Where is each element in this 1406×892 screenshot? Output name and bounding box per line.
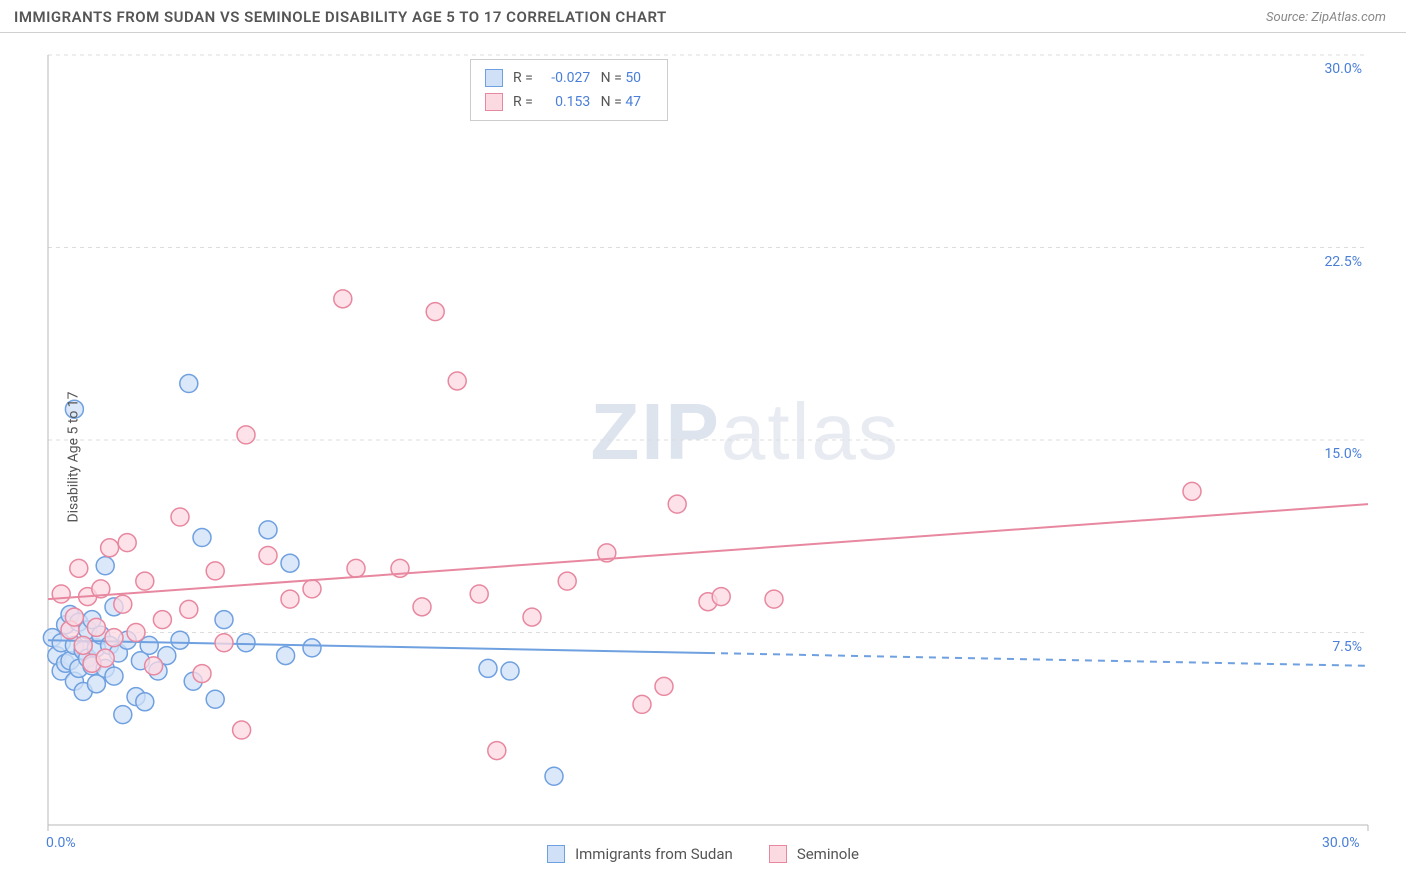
legend-row: R = 0.153 N = 47 bbox=[485, 90, 653, 114]
y-tick-label: 30.0% bbox=[1324, 61, 1362, 77]
y-axis-label: Disability Age 5 to 17 bbox=[66, 391, 82, 522]
r-value-1: -0.027 bbox=[536, 66, 590, 90]
n-value-1: 50 bbox=[625, 66, 653, 90]
x-tick-label: 0.0% bbox=[46, 835, 76, 851]
legend-item: Immigrants from Sudan bbox=[547, 845, 733, 863]
series-legend: Immigrants from Sudan Seminole bbox=[0, 845, 1406, 867]
scatter-plot-svg bbox=[0, 33, 1406, 881]
chart-title: IMMIGRANTS FROM SUDAN VS SEMINOLE DISABI… bbox=[14, 8, 667, 26]
chart-header: IMMIGRANTS FROM SUDAN VS SEMINOLE DISABI… bbox=[0, 0, 1406, 33]
y-tick-label: 15.0% bbox=[1324, 446, 1362, 462]
correlation-legend: R = -0.027 N = 50 R = 0.153 N = 47 bbox=[470, 59, 668, 121]
legend-item: Seminole bbox=[769, 845, 859, 863]
r-value-2: 0.153 bbox=[536, 90, 590, 114]
legend-swatch-series1 bbox=[485, 69, 503, 87]
chart-area: ZIPatlas Disability Age 5 to 17 R = -0.0… bbox=[0, 33, 1406, 881]
legend-label: Seminole bbox=[797, 845, 859, 863]
y-tick-label: 22.5% bbox=[1324, 254, 1362, 270]
legend-swatch-series2 bbox=[485, 93, 503, 111]
legend-swatch bbox=[547, 845, 565, 863]
chart-source: Source: ZipAtlas.com bbox=[1266, 10, 1386, 25]
legend-label: Immigrants from Sudan bbox=[575, 845, 733, 863]
legend-row: R = -0.027 N = 50 bbox=[485, 66, 653, 90]
y-tick-label: 7.5% bbox=[1332, 639, 1362, 655]
legend-swatch bbox=[769, 845, 787, 863]
n-value-2: 47 bbox=[625, 90, 653, 114]
x-tick-label: 30.0% bbox=[1322, 835, 1360, 851]
